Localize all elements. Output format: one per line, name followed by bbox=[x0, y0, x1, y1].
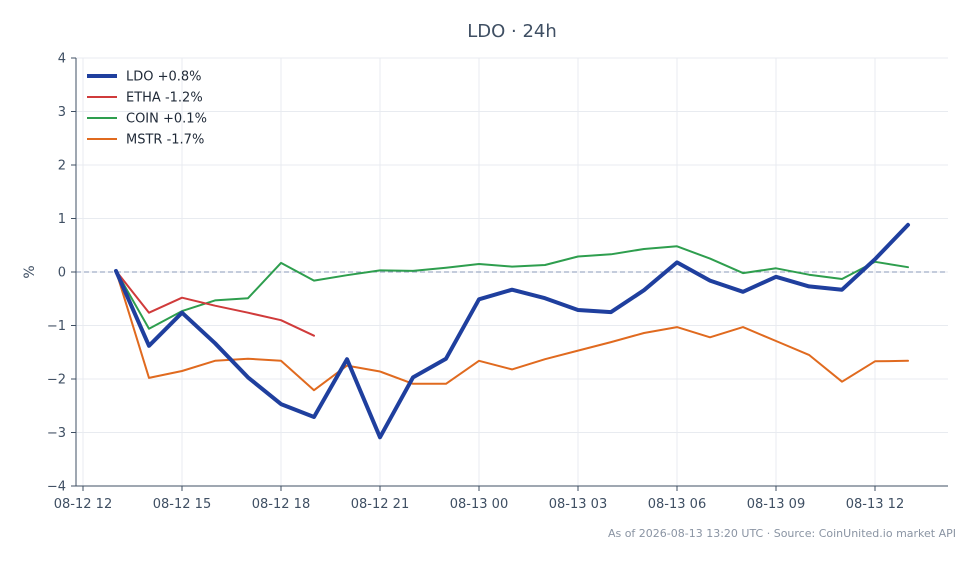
chart-title: LDO · 24h bbox=[467, 21, 557, 42]
y-axis-label: % bbox=[22, 265, 38, 278]
y-tick-label: 1 bbox=[58, 212, 66, 227]
legend-label: ETHA -1.2% bbox=[126, 91, 203, 106]
series-line-etha bbox=[115, 269, 315, 337]
x-tick-label: 08-12 18 bbox=[252, 497, 310, 512]
y-tick-label: 4 bbox=[58, 52, 66, 67]
x-tick-label: 08-13 00 bbox=[450, 497, 508, 512]
x-tick-label: 08-12 21 bbox=[351, 497, 409, 512]
x-tick-label: 08-12 15 bbox=[153, 497, 211, 512]
x-tick-label: 08-13 06 bbox=[648, 497, 706, 512]
y-tick-label: 0 bbox=[58, 266, 66, 281]
x-tick-label: 08-13 09 bbox=[747, 497, 805, 512]
series-line-mstr bbox=[115, 269, 909, 392]
x-axis-ticks: 08-12 12 08-12 15 08-12 18 08-12 21 08-13 00… bbox=[54, 486, 904, 512]
x-tick-label: 08-12 12 bbox=[54, 497, 112, 512]
legend-label: MSTR -1.7% bbox=[126, 133, 204, 148]
y-tick-label: −4 bbox=[47, 480, 66, 495]
y-tick-label: 2 bbox=[58, 159, 66, 174]
x-tick-label: 08-13 12 bbox=[846, 497, 904, 512]
y-axis-ticks: 4 3 2 1 0 −1 −2 −3 −4 bbox=[47, 52, 76, 495]
legend: LDO +0.8% ETHA -1.2% COIN +0.1% MSTR -1.7% bbox=[87, 70, 207, 148]
series-line-ldo bbox=[114, 222, 910, 440]
legend-label: COIN +0.1% bbox=[126, 112, 207, 127]
y-tick-label: −3 bbox=[47, 426, 66, 441]
series-line-coin bbox=[115, 245, 909, 330]
y-tick-label: 3 bbox=[58, 105, 66, 120]
y-tick-label: −2 bbox=[47, 373, 66, 388]
legend-label: LDO +0.8% bbox=[126, 70, 202, 85]
x-tick-label: 08-13 03 bbox=[549, 497, 607, 512]
series-group bbox=[114, 222, 910, 440]
footer-source: As of 2026-08-13 13:20 UTC · Source: Coi… bbox=[608, 527, 956, 540]
y-tick-label: −1 bbox=[47, 319, 66, 334]
